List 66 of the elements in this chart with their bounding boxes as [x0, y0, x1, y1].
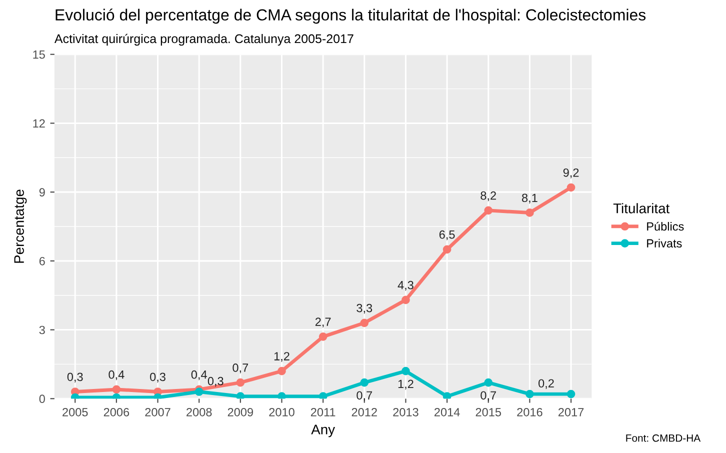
- x-tick-label: 2017: [558, 408, 584, 416]
- x-tick-label: 2011: [310, 408, 336, 416]
- data-label: 0,2: [538, 379, 554, 389]
- y-tick-label: 3: [39, 326, 45, 334]
- y-tick-label: 9: [39, 188, 45, 196]
- point: [194, 388, 204, 396]
- chart-subtitle: Activitat quirúrgica programada. Catalunya 2005-2017: [54, 34, 354, 46]
- data-label: 1,2: [274, 352, 290, 362]
- x-tick-label: 2016: [517, 408, 542, 416]
- point: [402, 296, 410, 304]
- y-tick-label: 6: [39, 256, 45, 266]
- x-tick-label: 2009: [228, 408, 253, 416]
- data-label: 9,2: [563, 168, 579, 178]
- data-label: 0,7: [232, 364, 248, 374]
- data-label: 8,1: [522, 194, 538, 204]
- y-tick-label: 0: [39, 394, 45, 404]
- data-label: 1,2: [398, 380, 414, 390]
- data-label: 8,2: [480, 191, 496, 202]
- data-label: 0,4: [191, 370, 207, 380]
- point: [360, 378, 369, 387]
- x-tick-label: 2007: [145, 408, 170, 416]
- chart-title: Evolució del percentatge de CMA segons la titularitat de l'hospital: Colecistectomies: [56, 8, 646, 24]
- data-label: 0,3: [208, 376, 224, 387]
- y-tick-label: 15: [33, 50, 45, 59]
- point: [484, 378, 493, 387]
- x-tick-label: 2013: [393, 408, 418, 416]
- point: [526, 208, 534, 217]
- y-tick-label: 12: [33, 119, 45, 128]
- data-label: 0,4: [108, 370, 124, 380]
- point: [526, 390, 534, 398]
- point: [318, 392, 328, 399]
- legend-label: Públics: [647, 222, 684, 231]
- text: Font: CMBD-HA: [626, 434, 701, 442]
- point: [112, 385, 121, 394]
- data-label: 0,3: [67, 372, 83, 382]
- data-label: 0,7: [356, 391, 372, 401]
- point: [318, 332, 328, 341]
- y-axis-title: Percentatge: [14, 190, 27, 263]
- data-label: 6,5: [439, 230, 455, 240]
- point: [236, 392, 245, 399]
- data-label: 2,7: [315, 318, 331, 328]
- data-label: 0,3: [150, 372, 166, 382]
- point: [402, 366, 410, 376]
- point: [278, 392, 286, 399]
- x-tick-label: 2008: [186, 408, 212, 416]
- point: [566, 390, 576, 398]
- point: [566, 183, 576, 192]
- point: [360, 318, 369, 328]
- legend-label: Privats: [647, 238, 682, 248]
- point: [154, 393, 162, 399]
- point: [442, 245, 452, 254]
- x-tick-label: 2012: [352, 408, 377, 416]
- legend-title: Titularitat: [613, 203, 670, 214]
- x-tick-label: 2010: [269, 408, 294, 416]
- data-label: 4,3: [398, 280, 414, 291]
- point: [484, 206, 493, 215]
- point: [236, 378, 245, 387]
- x-tick-label: 2015: [476, 408, 502, 416]
- point: [442, 392, 452, 399]
- x-tick-label: 2006: [104, 408, 130, 416]
- x-axis-title: Any: [311, 424, 336, 438]
- point: [278, 366, 286, 376]
- data-label: 0,7: [480, 391, 496, 401]
- x-tick-label: 2005: [62, 408, 88, 416]
- x-tick-label: 2014: [434, 408, 460, 416]
- data-label: 3,3: [356, 304, 372, 314]
